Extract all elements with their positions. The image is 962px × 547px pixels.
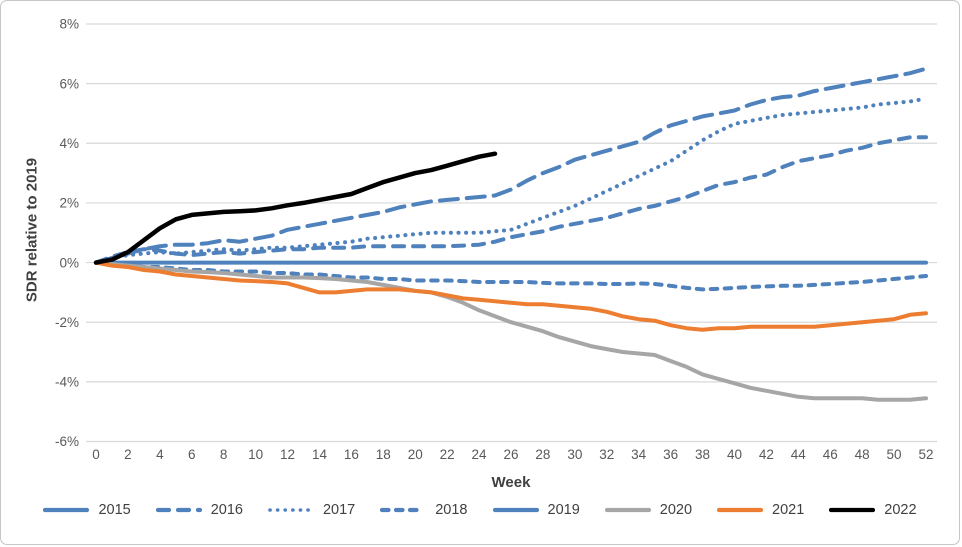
series-line-2022 xyxy=(93,151,498,265)
y-tick-label: -4% xyxy=(55,375,79,390)
x-tick-label: 24 xyxy=(472,447,488,462)
legend-line-sample-2021 xyxy=(717,507,764,513)
x-tick-label: 42 xyxy=(759,447,774,462)
x-tick-label: 36 xyxy=(663,447,678,462)
legend-item-2018: 2018 xyxy=(380,502,468,518)
legend-label-2019: 2019 xyxy=(547,502,580,518)
x-tick-label: 34 xyxy=(631,447,647,462)
x-tick-label: 50 xyxy=(887,447,902,462)
legend-line-sample-2015 xyxy=(43,507,90,513)
x-tick-label: 6 xyxy=(188,447,196,462)
legend-item-2015: 2015 xyxy=(43,502,131,518)
x-tick-label: 4 xyxy=(156,447,164,462)
series-line-2018 xyxy=(94,260,928,292)
legend-label-2020: 2020 xyxy=(659,502,693,518)
legend-label-2018: 2018 xyxy=(435,502,468,518)
x-tick-label: 46 xyxy=(823,447,838,462)
series-line-2021 xyxy=(94,260,928,332)
x-tick-label: 18 xyxy=(376,447,391,462)
series-line-2020 xyxy=(94,260,928,402)
x-tick-label: 40 xyxy=(727,447,742,462)
x-tick-label: 30 xyxy=(567,447,582,462)
x-tick-label: 26 xyxy=(503,447,518,462)
legend-line-sample-2019 xyxy=(492,507,539,513)
legend-item-2022: 2022 xyxy=(829,502,917,518)
series-line-2015 xyxy=(94,66,928,265)
series-line-2017 xyxy=(94,96,928,265)
x-tick-label: 28 xyxy=(535,447,550,462)
x-axis-title: Week xyxy=(491,474,531,491)
legend-line-sample-2018 xyxy=(380,507,427,513)
y-tick-label: 6% xyxy=(59,76,79,91)
y-tick-label: -2% xyxy=(55,315,79,330)
legend-line-sample-2022 xyxy=(829,507,876,513)
legend-label-2015: 2015 xyxy=(98,502,131,518)
x-tick-label: 8 xyxy=(220,447,228,462)
legend-item-2019: 2019 xyxy=(492,502,580,518)
legend-label-2021: 2021 xyxy=(772,502,805,518)
y-tick-label: 4% xyxy=(59,136,79,151)
x-tick-label: 48 xyxy=(855,447,870,462)
x-tick-label: 14 xyxy=(312,447,328,462)
legend-label-2022: 2022 xyxy=(884,502,917,518)
legend-item-2016: 2016 xyxy=(155,502,243,518)
legend-item-2020: 2020 xyxy=(604,502,693,518)
x-tick-label: 32 xyxy=(599,447,614,462)
x-tick-label: 10 xyxy=(248,447,263,462)
legend-label-2016: 2016 xyxy=(210,502,243,518)
x-tick-label: 52 xyxy=(918,447,933,462)
legend-line-sample-2016 xyxy=(155,507,202,513)
x-tick-label: 2 xyxy=(124,447,132,462)
x-tick-label: 22 xyxy=(440,447,455,462)
series-line-2016 xyxy=(94,135,928,265)
x-tick-label: 12 xyxy=(280,447,295,462)
x-tick-label: 0 xyxy=(92,447,100,462)
y-tick-label: 0% xyxy=(59,255,79,270)
chart-legend: 2015 2016 2017 2018 2019 2020 2021 2022 xyxy=(1,502,959,518)
legend-label-2017: 2017 xyxy=(322,502,356,518)
y-tick-label: 2% xyxy=(59,196,79,211)
legend-item-2021: 2021 xyxy=(717,502,804,518)
legend-item-2017: 2017 xyxy=(268,502,355,518)
legend-line-sample-2017 xyxy=(268,508,314,512)
x-tick-label: 20 xyxy=(408,447,423,462)
x-tick-label: 44 xyxy=(791,447,807,462)
y-tick-label: 8% xyxy=(59,17,79,32)
x-tick-label: 16 xyxy=(344,447,359,462)
y-tick-label: -6% xyxy=(55,434,79,449)
legend-line-sample-2020 xyxy=(604,507,651,513)
x-tick-label: 38 xyxy=(695,447,710,462)
